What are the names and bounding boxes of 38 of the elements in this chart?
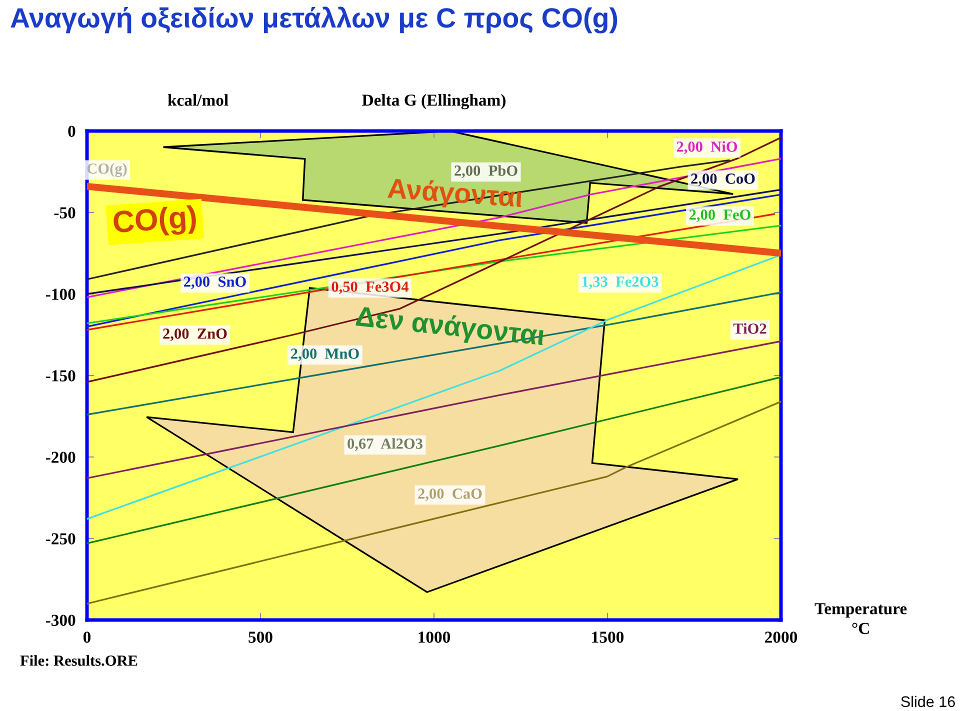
annotation: 2,00 SnO: [184, 276, 246, 290]
annotation: 2,00 CoO: [691, 174, 755, 186]
y-tick-label: -250: [46, 533, 76, 544]
annotation: TiO2: [733, 323, 766, 334]
annotation: 2,00 ZnO: [163, 328, 227, 342]
annotation: Δεν ανάγονται: [356, 306, 544, 346]
annotation: CO(g): [112, 204, 197, 240]
text: Slide 16: [901, 696, 955, 708]
chart-title: Αναγωγή οξειδίων μετάλλων με C προς CO(g): [10, 6, 618, 34]
annotation: 2,00 MnO: [291, 348, 359, 362]
y-tick-label: 0: [68, 126, 76, 137]
line-series: [87, 158, 781, 298]
annotation: 0,50 Fe3O4: [332, 282, 409, 294]
annotation: 1,33 Fe2O3: [582, 276, 658, 290]
annotation: 2,00 FeO: [689, 210, 750, 222]
line-series: [87, 136, 781, 383]
line-series: [87, 400, 781, 605]
y-tick-label: -100: [46, 288, 76, 300]
x-tick-label: 500: [248, 632, 272, 643]
x-tick-label: 0: [83, 632, 91, 643]
x-tick-label: 1500: [592, 632, 624, 643]
annotation: Ανάγονται: [387, 177, 523, 213]
y-tick-label: -300: [46, 614, 76, 626]
y-axis-title: kcal/mol: [168, 94, 228, 106]
x-axis-title: Temperature °C: [814, 603, 907, 634]
x-tick-label: 2000: [765, 632, 798, 643]
y-tick-label: -200: [46, 452, 76, 463]
annotation: CO(g): [87, 163, 127, 177]
annotation: 2,00 CaO: [418, 488, 482, 502]
y-tick-label: -150: [46, 370, 76, 382]
x-tick-label: 1000: [418, 632, 450, 643]
chart-subtitle: Delta G (Ellingham): [362, 94, 506, 110]
annotation: 2,00 NiO: [676, 141, 738, 154]
text: File: Results.ORE: [20, 655, 138, 666]
annotation: 0,67 Al2O3: [348, 438, 422, 452]
line-series: [87, 254, 781, 520]
annotation: 2,00 PbO: [454, 165, 518, 178]
y-tick-label: -50: [54, 207, 76, 218]
